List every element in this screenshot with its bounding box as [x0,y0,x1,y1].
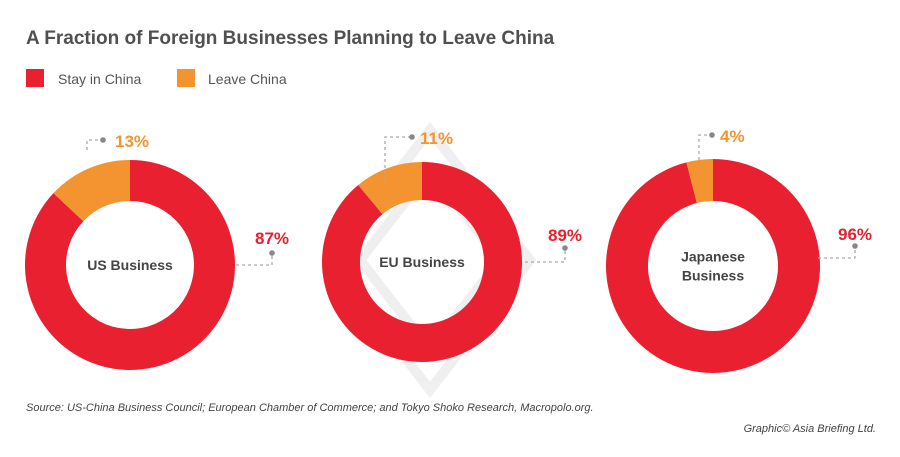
leader-line-leave [86,139,103,150]
slice-leave [686,159,713,204]
leader-dot-leave [709,132,715,138]
slice-leave [358,162,422,215]
donut-center-label: EU Business [379,254,465,270]
data-label-stay: 87% [255,229,289,248]
donut-center-label: Japanese [681,249,745,265]
leader-dot-stay [852,243,858,249]
leader-dot-stay [269,250,275,256]
leader-line-stay [818,246,856,259]
data-label-leave: 13% [115,132,149,151]
leader-dot-leave [409,134,415,140]
slice-stay [321,162,522,363]
data-label-stay: 96% [838,225,872,244]
slice-stay [25,160,235,370]
legend-swatch-leave [177,69,195,87]
source-note: Source: US-China Business Council; Europ… [26,402,594,414]
donut-center-label: Business [682,268,744,284]
slice-stay [606,158,821,374]
donut-center-label: US Business [87,257,173,273]
credit: Graphic© Asia Briefing Ltd. [744,423,876,435]
legend-swatch-stay [26,69,44,87]
leader-line-stay [236,253,273,266]
legend-label-leave: Leave China [208,71,287,87]
slice-leave [53,160,130,222]
donut-0: 13% 87% US Business [25,132,289,370]
leader-dot-stay [562,245,568,251]
leader-line-leave [698,134,712,160]
donut-1: 11% 89% EU Business [321,129,582,363]
leader-line-leave [384,136,412,180]
donut-2: 4% 96% Japanese Business [606,127,872,374]
chart-title: A Fraction of Foreign Businesses Plannin… [26,28,555,49]
leader-line-stay [525,248,566,263]
data-label-leave: 11% [420,129,453,148]
data-label-leave: 4% [720,127,745,146]
data-label-stay: 89% [548,226,582,245]
leader-dot-leave [100,137,106,143]
legend-label-stay: Stay in China [58,71,141,87]
